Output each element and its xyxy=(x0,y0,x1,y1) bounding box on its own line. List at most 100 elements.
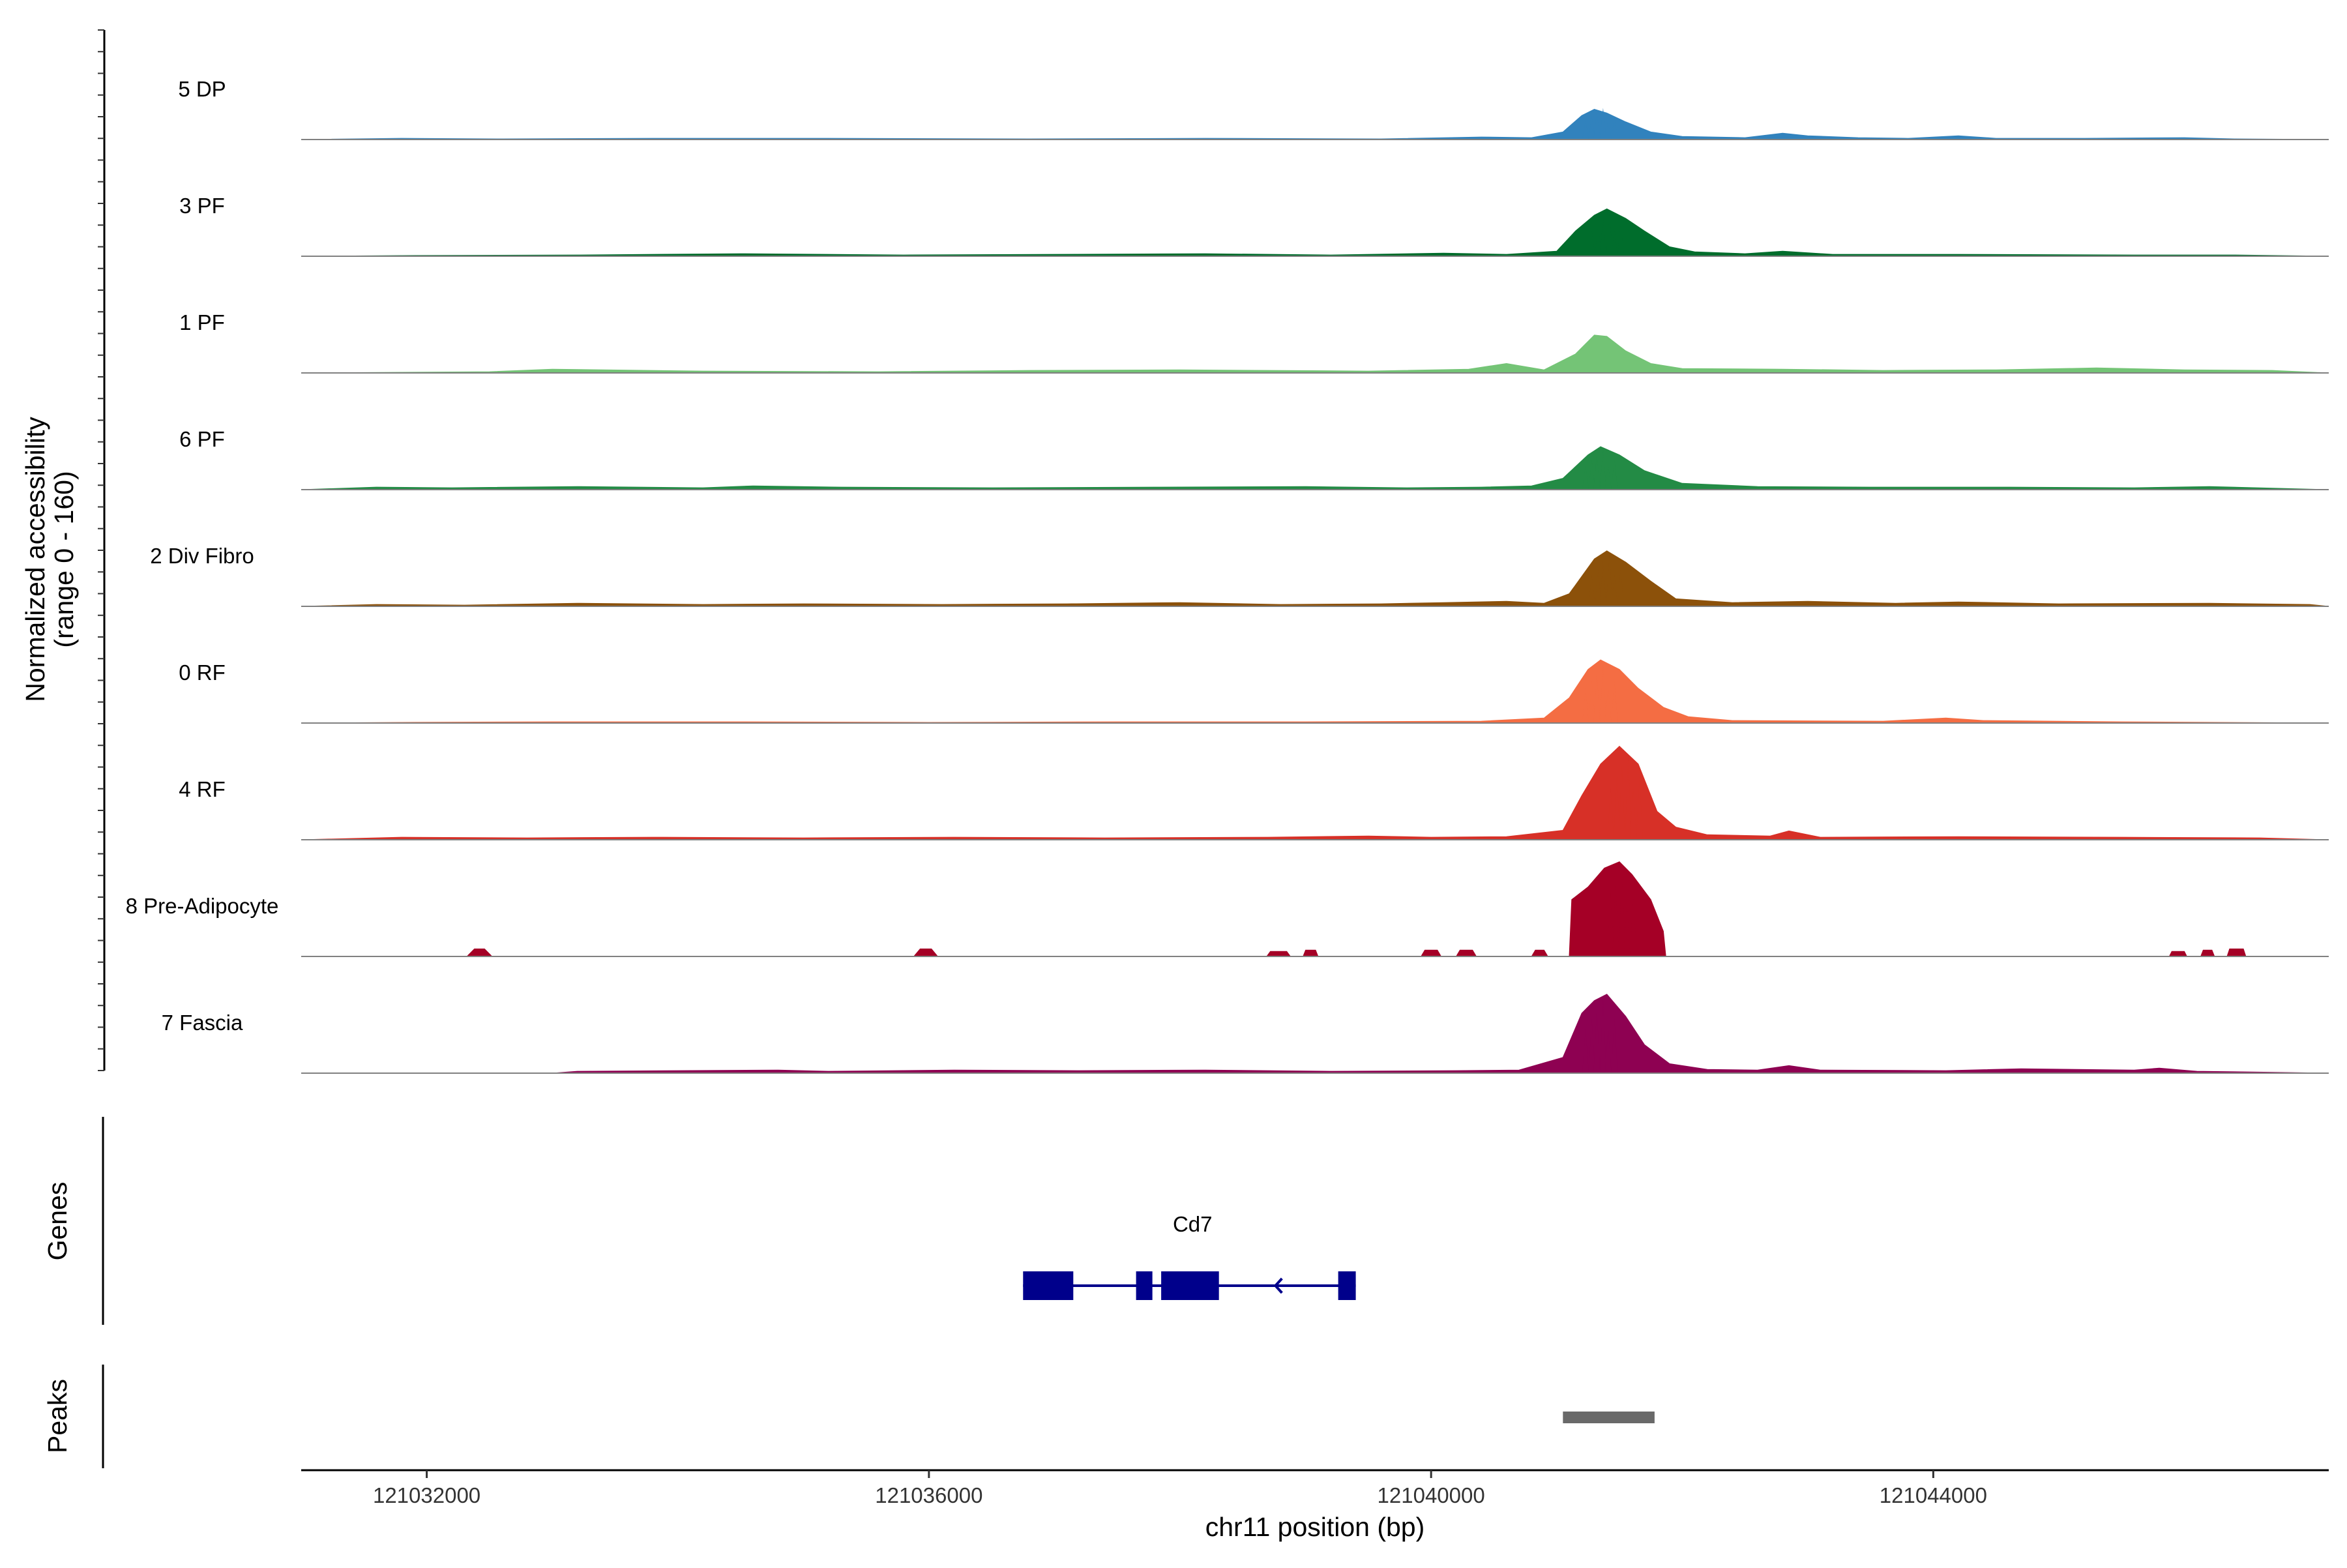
coverage-spike xyxy=(1636,777,1643,840)
coverage-spike xyxy=(1588,1018,1595,1073)
exon xyxy=(1161,1271,1219,1300)
coverage-spike xyxy=(1588,230,1595,256)
coverage-spike xyxy=(1599,449,1606,490)
coverage-spike xyxy=(1599,218,1606,256)
gene-model-cd7 xyxy=(1023,1271,1356,1300)
coverage-spike xyxy=(1582,688,1589,723)
coverage-area xyxy=(301,994,2329,1074)
gene-label: Cd7 xyxy=(1173,1212,1213,1236)
track-4-rf: 4 RF xyxy=(179,745,2329,840)
track-label: 5 DP xyxy=(178,77,226,101)
coverage-spike xyxy=(1582,350,1589,373)
exon xyxy=(1023,1271,1074,1300)
coverage-spike xyxy=(1588,460,1595,490)
coverage-spike xyxy=(1618,870,1625,956)
coverage-spike xyxy=(1593,111,1601,140)
coverage-spike xyxy=(1617,568,1624,606)
coverage-spike xyxy=(1599,999,1606,1073)
coverage-spike xyxy=(1604,688,1612,723)
track-3-pf: 3 PF xyxy=(179,194,2329,257)
track-label: 8 Pre-Adipocyte xyxy=(126,894,279,918)
coverage-spike xyxy=(1611,460,1618,490)
track-1-pf: 1 PF xyxy=(179,310,2329,374)
coverage-area xyxy=(301,334,2329,374)
track-label: 1 PF xyxy=(179,310,225,334)
peaks-track-title: Peaks xyxy=(42,1379,72,1453)
coverage-spike xyxy=(1601,904,1608,956)
coverage-spike xyxy=(1599,561,1606,606)
coverage-area xyxy=(301,208,2329,257)
coverage-spike xyxy=(1604,120,1612,140)
coverage-spike xyxy=(1593,454,1601,490)
track-5-dp: 5 DP xyxy=(178,77,2329,140)
track-label: 2 Div Fibro xyxy=(150,544,254,568)
coverage-spike xyxy=(1611,681,1618,723)
x-tick-label: 121032000 xyxy=(373,1483,480,1507)
coverage-spike xyxy=(1593,673,1601,723)
exon xyxy=(1136,1271,1153,1300)
track-2-div-fibro: 2 Div Fibro xyxy=(150,544,2329,607)
coverage-spike xyxy=(1611,575,1618,606)
coverage-spike xyxy=(1618,765,1625,840)
coverage-spike xyxy=(1595,568,1602,606)
coverage-spike xyxy=(1595,224,1602,256)
coverage-spike xyxy=(1593,1009,1601,1073)
x-axis-ticks: 121032000 121036000 121040000 121044000 xyxy=(373,1470,1987,1507)
x-tick-label: 121044000 xyxy=(1880,1483,1987,1507)
coverage-area xyxy=(301,861,2329,957)
coverage-area xyxy=(301,446,2329,490)
track-label: 6 PF xyxy=(179,427,225,451)
coverage-spike xyxy=(1604,1028,1612,1073)
y-axis-title-line1: Normalized accessibility xyxy=(20,417,50,702)
coverage-spike xyxy=(1623,904,1631,956)
coverage-area xyxy=(301,659,2329,724)
coverage-spike xyxy=(1625,754,1632,840)
track-6-pf: 6 PF xyxy=(179,427,2329,490)
coverage-spike xyxy=(1588,116,1595,140)
coverage-spike xyxy=(1599,108,1606,140)
coverage-spike xyxy=(1611,230,1618,256)
y-axis-accessibility xyxy=(98,29,106,1071)
coverage-spike xyxy=(1588,681,1595,723)
track-7-fascia: 7 Fascia xyxy=(162,994,2329,1074)
x-axis-title: chr11 position (bp) xyxy=(1205,1512,1425,1542)
coverage-tracks: 5 DP 3 PF 1 PF 6 PF 2 Div Fibro 0 RF 4 RF 8 Pre… xyxy=(126,77,2329,1074)
coverage-spike xyxy=(1606,554,1613,606)
coverage-spike xyxy=(1606,213,1613,256)
coverage-spike xyxy=(1611,345,1618,373)
peak-regions xyxy=(1563,1412,1655,1423)
track-label: 4 RF xyxy=(179,777,226,801)
track-label: 0 RF xyxy=(179,660,226,685)
coverage-spike xyxy=(1582,1028,1589,1073)
coverage-spike xyxy=(1588,345,1595,373)
peak-bar xyxy=(1563,1412,1655,1423)
coverage-spike xyxy=(1582,120,1589,140)
coverage-area xyxy=(301,745,2329,840)
coverage-spike xyxy=(1604,465,1612,490)
strand-arrow xyxy=(1273,1277,1283,1294)
coverage-spike xyxy=(1582,465,1589,490)
coverage-spike xyxy=(1599,665,1606,723)
x-tick-label: 121040000 xyxy=(1378,1483,1485,1507)
coverage-spike xyxy=(1593,340,1601,373)
coverage-spike xyxy=(1599,335,1606,373)
track-0-rf: 0 RF xyxy=(179,659,2329,724)
coverage-spike xyxy=(1630,893,1637,956)
coverage-spike xyxy=(1607,893,1614,956)
coverage-spike xyxy=(1604,350,1612,373)
coverage-area xyxy=(301,550,2329,607)
x-tick-label: 121036000 xyxy=(875,1483,982,1507)
coverage-spike xyxy=(1630,788,1637,840)
coverage-spike xyxy=(1607,788,1614,840)
coverage-area xyxy=(301,108,2329,140)
coverage-spike xyxy=(1611,1018,1618,1073)
genes-track-title: Genes xyxy=(42,1182,72,1261)
track-label: 7 Fascia xyxy=(162,1011,243,1035)
coverage-spike xyxy=(1614,777,1621,840)
exon xyxy=(1338,1271,1356,1300)
coverage-spike xyxy=(1588,575,1595,606)
coverage-spike xyxy=(1611,116,1618,140)
track-label: 3 PF xyxy=(179,194,225,218)
